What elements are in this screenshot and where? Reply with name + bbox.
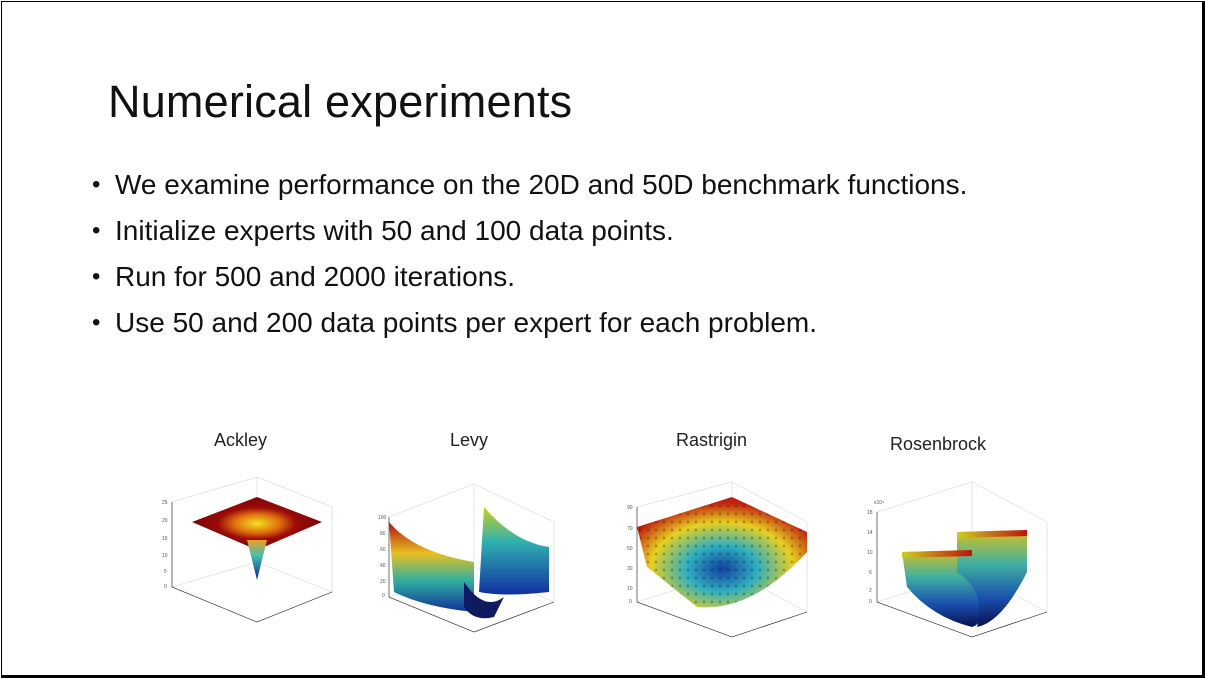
svg-text:14: 14 — [867, 530, 873, 536]
svg-text:10: 10 — [162, 553, 168, 559]
svg-text:10: 10 — [627, 586, 633, 592]
rosenbrock-surface-plot: x10⁴ 18 14 10 6 2 0 — [867, 481, 1048, 638]
svg-text:25: 25 — [162, 500, 168, 506]
svg-text:0: 0 — [382, 593, 385, 599]
ackley-surface-plot: 25 20 15 10 5 0 — [162, 476, 333, 623]
bullet-item: • Use 50 and 200 data points per expert f… — [92, 307, 817, 338]
svg-text:20: 20 — [162, 518, 168, 524]
bullet-list: • We examine performance on the 20D and 5… — [92, 167, 992, 351]
svg-text:80: 80 — [380, 531, 386, 537]
figure-levy: Levy 100 80 60 40 20 0 — [374, 422, 574, 652]
svg-text:0: 0 — [629, 599, 632, 605]
bullet-item: • We examine performance on the 20D and 5… — [92, 169, 968, 200]
figure-caption: Rastrigin — [676, 430, 748, 450]
figure-caption: Ackley — [214, 430, 268, 450]
svg-text:70: 70 — [627, 526, 633, 532]
svg-text:5: 5 — [164, 569, 167, 575]
bullet-icon: • — [92, 263, 101, 290]
svg-text:x10⁴: x10⁴ — [874, 500, 884, 506]
svg-text:30: 30 — [627, 566, 633, 572]
bullet-item: • Initialize experts with 50 and 100 data… — [92, 215, 674, 246]
levy-surface-plot: 100 80 60 40 20 0 — [378, 483, 555, 633]
bullet-icon: • — [92, 217, 101, 244]
svg-text:2: 2 — [869, 588, 872, 594]
slide-title: Numerical experiments — [108, 76, 573, 127]
svg-text:0: 0 — [164, 584, 167, 590]
svg-text:0: 0 — [869, 599, 872, 605]
figure-rosenbrock: Rosenbrock x10⁴ 18 14 10 6 2 0 — [852, 422, 1062, 662]
figure-caption: Rosenbrock — [890, 434, 987, 454]
rastrigin-surface-plot: 90 70 50 30 10 0 — [627, 481, 808, 638]
svg-text:50: 50 — [627, 546, 633, 552]
svg-text:18: 18 — [867, 510, 873, 516]
svg-text:10: 10 — [867, 550, 873, 556]
svg-text:6: 6 — [869, 570, 872, 576]
figure-caption: Levy — [450, 430, 489, 450]
svg-text:60: 60 — [380, 547, 386, 553]
svg-text:100: 100 — [378, 515, 387, 521]
svg-text:40: 40 — [380, 563, 386, 569]
svg-text:90: 90 — [627, 505, 633, 511]
figure-ackley: Ackley 25 20 15 10 5 0 — [152, 422, 352, 642]
bullet-icon: • — [92, 309, 101, 336]
bullet-icon: • — [92, 171, 101, 198]
bullet-item: • Run for 500 and 2000 iterations. — [92, 261, 516, 292]
figure-rastrigin: Rastrigin 90 70 50 30 10 0 — [612, 422, 822, 662]
svg-text:20: 20 — [380, 579, 386, 585]
svg-text:15: 15 — [162, 536, 168, 542]
